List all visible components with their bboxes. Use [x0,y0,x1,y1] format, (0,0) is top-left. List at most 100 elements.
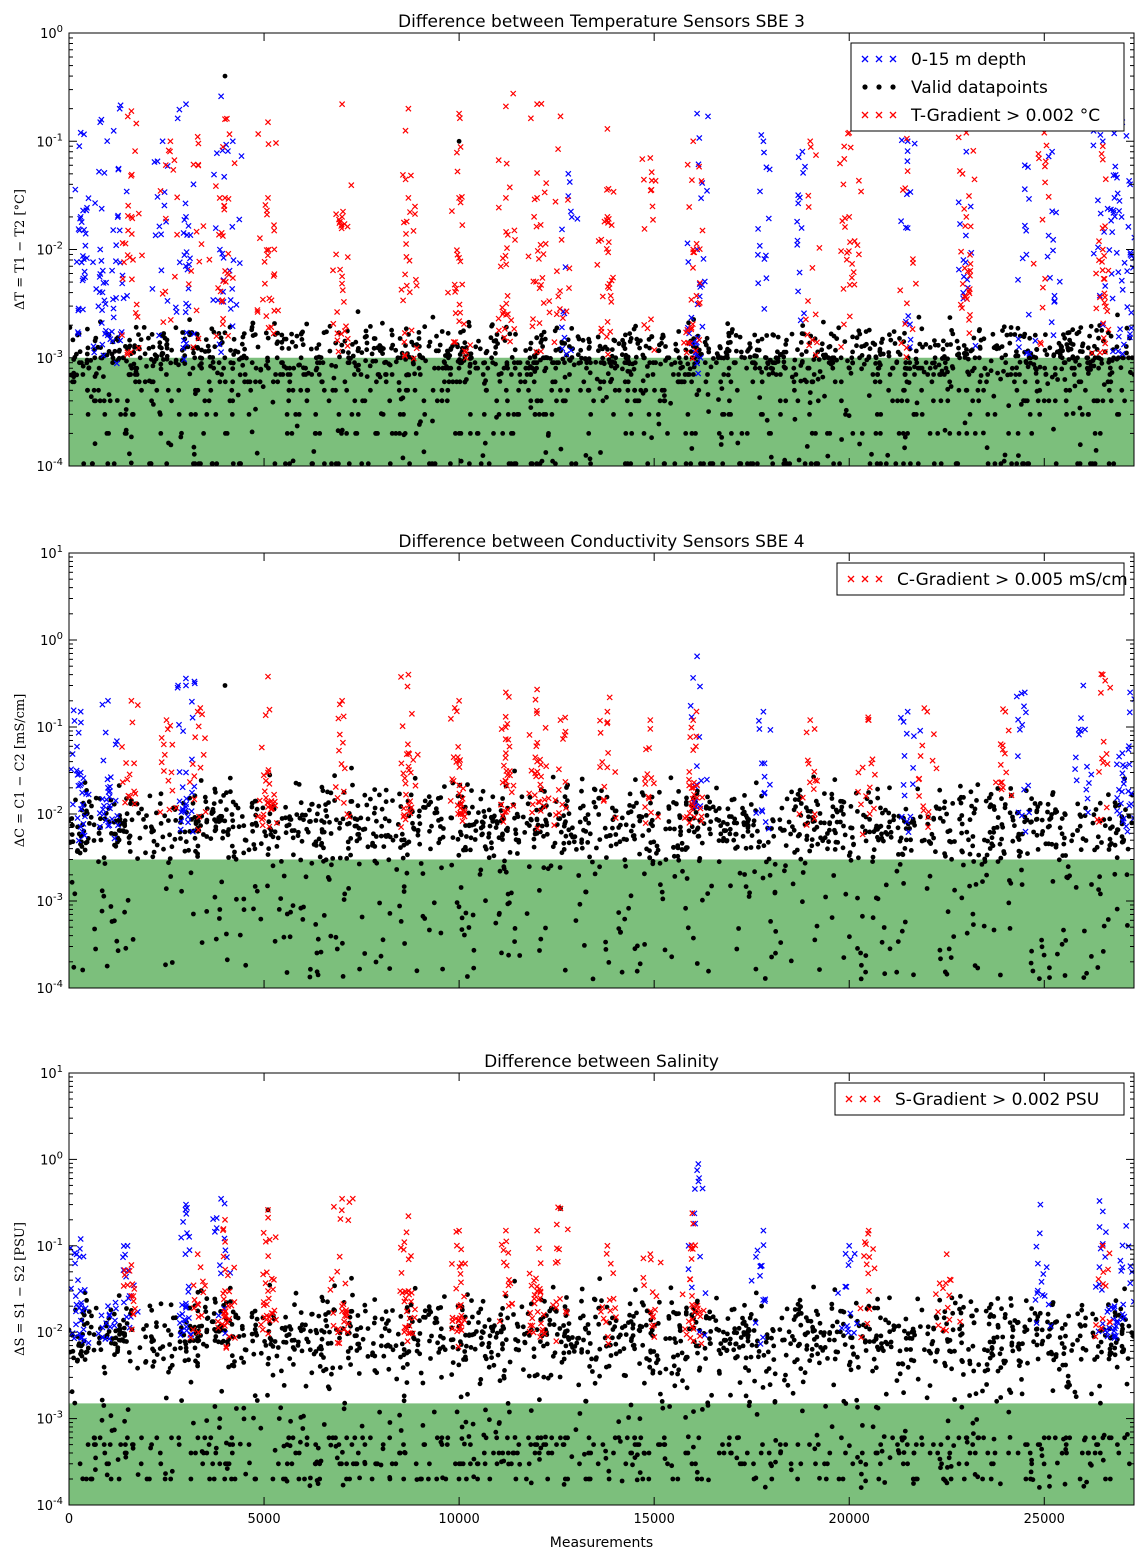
valid-datapoint [166,860,171,866]
valid-datapoint [294,333,300,339]
valid-datapoint [969,803,974,809]
gradient-point [530,278,537,285]
valid-datapoint [903,826,909,831]
valid-datapoint [976,355,982,361]
valid-datapoint [887,785,892,791]
valid-datapoint [872,379,878,385]
surface-depth-point [180,344,187,351]
surface-depth-point [179,808,186,815]
valid-datapoint [856,855,861,861]
gradient-point [1095,768,1103,775]
valid-datapoint [711,356,716,361]
surface-depth-point [114,822,122,829]
gradient-point [604,318,611,325]
surface-depth-point [117,102,124,109]
valid-datapoint [69,325,73,330]
valid-datapoint [648,840,654,845]
gradient-point [966,311,974,318]
valid-datapoint [483,898,488,904]
gradient-point [606,280,613,287]
valid-datapoint [84,357,90,363]
valid-datapoint [1029,948,1034,954]
valid-datapoint [662,461,667,466]
surface-depth-point [69,750,76,758]
surface-depth-point [1109,229,1116,236]
valid-datapoint [528,461,534,466]
valid-datapoint [462,932,467,938]
valid-datapoint [902,919,908,925]
valid-datapoint [511,802,516,807]
surface-depth-point [219,250,226,257]
valid-datapoint [102,861,108,866]
valid-datapoint [809,837,815,842]
gradient-point [696,279,703,286]
gradient-point [805,192,812,199]
surface-depth-point [182,682,190,689]
valid-datapoint [700,897,705,903]
valid-datapoint [798,340,804,345]
valid-datapoint [1094,844,1100,850]
gradient-point [260,772,267,779]
valid-datapoint [998,461,1004,466]
valid-datapoint [763,355,769,361]
valid-datapoint [878,823,884,829]
valid-datapoint [357,966,362,972]
surface-depth-point [1077,715,1085,722]
valid-datapoint [721,372,727,377]
surface-depth-point [180,728,187,735]
valid-datapoint [696,858,702,864]
valid-datapoint [258,841,264,847]
valid-datapoint [510,431,516,436]
gradient-point [1043,142,1050,149]
valid-datapoint [984,379,989,385]
valid-datapoint [1045,809,1050,815]
valid-datapoint [984,445,990,451]
legend-box [850,42,1125,132]
surface-depth-point [85,195,92,202]
valid-datapoint [316,342,322,347]
valid-datapoint [773,372,779,377]
gradient-point [169,741,176,748]
valid-datapoint [106,349,112,354]
valid-datapoint [1067,337,1072,343]
valid-datapoint [169,398,174,404]
gradient-point [272,139,280,147]
valid-datapoint [952,887,957,893]
valid-datapoint [873,355,879,361]
valid-datapoint [891,817,896,823]
valid-datapoint [944,811,949,817]
valid-datapoint [330,387,336,393]
valid-datapoint [1083,387,1088,393]
surface-depth-point [1116,810,1123,817]
gradient-point [444,289,452,296]
valid-datapoint [782,868,787,874]
valid-datapoint [307,974,313,980]
valid-datapoint [222,683,228,688]
valid-datapoint [725,806,731,812]
gradient-point [930,731,937,738]
valid-datapoint [543,412,549,417]
gradient-point [644,771,651,778]
valid-datapoint [558,446,564,452]
gradient-point [533,223,540,230]
gradient-point [231,160,238,167]
valid-datapoint [416,330,422,335]
valid-datapoint [863,329,869,334]
valid-datapoint [205,343,211,349]
valid-datapoint [449,862,455,868]
valid-datapoint [482,440,488,446]
valid-datapoint [822,355,827,361]
valid-datapoint [372,787,378,792]
valid-datapoint [96,365,102,371]
valid-datapoint [948,342,953,347]
gradient-point [404,741,411,748]
surface-depth-point [180,337,187,344]
valid-datapoint [988,368,994,374]
valid-datapoint [554,398,559,404]
valid-datapoint [586,356,592,362]
gradient-point [502,194,509,201]
valid-datapoint [453,431,458,436]
gradient-point [1042,179,1049,186]
valid-datapoint [513,837,519,843]
valid-datapoint [929,379,935,385]
